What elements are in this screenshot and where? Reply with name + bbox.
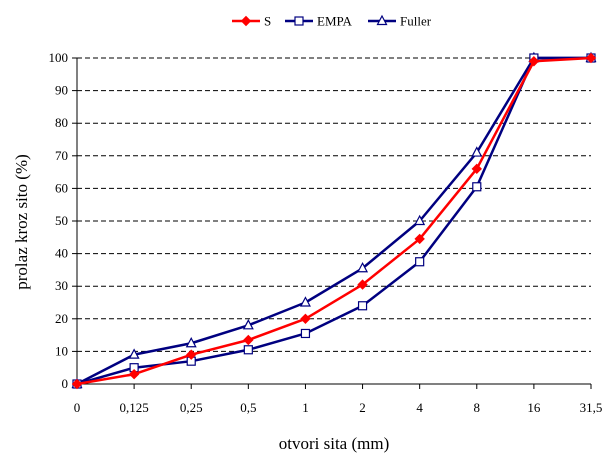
series-group (71, 51, 597, 390)
point-s-8 (528, 56, 540, 67)
legend-item-fuller: Fuller (368, 14, 432, 29)
y-tick-label-50: 50 (55, 213, 68, 228)
x-tick-label-3: 0,5 (240, 400, 256, 415)
point-fuller-2 (185, 336, 197, 348)
y-tick-label-90: 90 (55, 83, 68, 98)
legend: S EMPA Fuller (232, 14, 432, 29)
point-s-3 (243, 334, 254, 346)
y-tick-label-0: 0 (62, 376, 69, 391)
legend-marker-empa (294, 16, 304, 26)
legend-label-s: S (264, 14, 271, 29)
y-tick-label-10: 10 (55, 343, 68, 358)
y-tick-label-40: 40 (55, 246, 68, 261)
x-tick-label-0: 0 (74, 400, 81, 415)
legend-item-empa: EMPA (285, 14, 353, 29)
x-tick-label-9: 31,5 (580, 400, 603, 415)
series-s (71, 52, 597, 390)
point-fuller-3 (242, 319, 254, 330)
point-fuller-4 (299, 296, 311, 307)
point-empa-5 (357, 301, 368, 311)
x-tick-label-8: 16 (527, 400, 541, 415)
series-line-fuller (76, 56, 591, 386)
y-tick-label-70: 70 (55, 148, 68, 163)
x-tick-label-5: 2 (359, 400, 366, 415)
point-empa-4 (300, 328, 311, 339)
x-tick-label-1: 0,125 (119, 400, 148, 415)
y-axis-title: prolaz kroz sito (%) (12, 154, 31, 289)
x-tick-label-7: 8 (474, 400, 481, 415)
x-tick-label-2: 0,25 (180, 400, 203, 415)
point-fuller-5 (357, 261, 369, 273)
x-axis-title: otvori sita (mm) (279, 434, 389, 453)
point-s-5 (357, 279, 368, 290)
y-tick-label-60: 60 (55, 180, 68, 195)
point-s-0 (71, 378, 83, 390)
point-empa-6 (415, 257, 425, 267)
point-empa-7 (472, 182, 482, 192)
point-s-2 (186, 349, 197, 360)
point-empa-3 (243, 345, 253, 355)
y-tick-label-30: 30 (55, 278, 68, 293)
legend-label-empa: EMPA (317, 14, 353, 29)
point-fuller-7 (471, 146, 483, 157)
legend-item-s: S (232, 14, 271, 29)
point-s-4 (300, 313, 311, 325)
y-tick-label-100: 100 (49, 50, 69, 65)
y-tick-label-80: 80 (55, 115, 68, 130)
series-line-s (76, 56, 592, 386)
x-tick-label-4: 1 (302, 400, 309, 415)
series-fuller (71, 51, 597, 389)
axes: 0 10 20 30 40 50 60 70 80 90 100 0 0,125 0,25 0,5 1 2 4 8 1… (49, 50, 603, 415)
y-tick-label-20: 20 (55, 311, 68, 326)
point-s-9 (585, 52, 597, 64)
legend-label-fuller: Fuller (400, 14, 432, 29)
point-fuller-1 (128, 348, 140, 359)
point-s-6 (414, 233, 425, 245)
legend-marker-s (240, 15, 252, 27)
point-s-1 (128, 369, 140, 380)
point-s-7 (471, 163, 482, 175)
legend-marker-fuller (376, 14, 388, 26)
x-tick-label-6: 4 (416, 400, 423, 415)
point-fuller-6 (414, 214, 426, 226)
